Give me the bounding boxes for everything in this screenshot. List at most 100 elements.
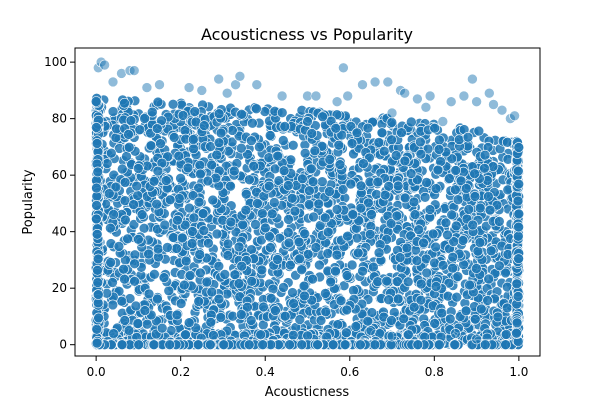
data-point: [134, 124, 146, 135]
data-point: [272, 254, 283, 265]
data-point: [119, 177, 131, 188]
data-point: [91, 200, 102, 211]
x-tick-label: 0.8: [425, 365, 444, 379]
data-point: [479, 149, 491, 161]
data-point: [386, 107, 398, 119]
data-point: [156, 322, 168, 334]
x-tick-label: 0.4: [256, 365, 275, 379]
data-point: [119, 97, 130, 109]
data-point: [236, 309, 247, 320]
data-point: [128, 219, 140, 230]
data-point: [251, 103, 262, 114]
data-point: [187, 226, 198, 237]
data-point: [129, 249, 141, 261]
data-point: [483, 273, 495, 285]
data-point: [362, 122, 374, 134]
data-point: [462, 132, 474, 143]
data-point: [206, 159, 217, 171]
data-point: [484, 204, 496, 216]
data-point: [411, 255, 423, 267]
data-point: [437, 116, 449, 127]
data-point: [496, 104, 508, 116]
data-point: [91, 337, 103, 349]
data-point: [412, 93, 423, 105]
data-point: [233, 241, 245, 253]
y-tick-label: 60: [52, 168, 67, 182]
data-point: [469, 168, 480, 179]
data-point: [333, 139, 345, 151]
data-point: [386, 330, 398, 342]
data-point: [399, 192, 411, 204]
data-point: [415, 148, 427, 160]
data-point: [373, 247, 385, 258]
data-point: [351, 127, 363, 139]
data-point: [391, 210, 403, 222]
data-point: [365, 325, 377, 336]
data-point: [225, 180, 236, 192]
data-point: [277, 135, 289, 146]
data-point: [101, 158, 113, 169]
data-point: [346, 259, 358, 271]
data-point: [250, 219, 261, 230]
x-axis-label: Acousticness: [265, 385, 350, 400]
data-point: [286, 193, 298, 204]
data-point: [335, 295, 347, 307]
data-point: [276, 107, 288, 118]
data-point: [203, 237, 214, 249]
data-point: [330, 123, 342, 134]
data-point: [341, 304, 353, 316]
data-point: [327, 339, 339, 351]
data-point: [92, 166, 104, 178]
data-point: [133, 339, 144, 351]
data-point: [509, 110, 520, 122]
data-point: [219, 269, 231, 280]
data-point: [324, 154, 336, 165]
data-point: [175, 173, 186, 184]
data-point: [233, 278, 245, 289]
data-point: [479, 339, 491, 351]
data-point: [467, 219, 479, 231]
data-point: [138, 223, 150, 234]
data-point: [193, 196, 205, 208]
data-point: [222, 250, 234, 261]
data-point: [458, 90, 470, 102]
data-point: [460, 183, 472, 194]
data-point: [93, 289, 104, 300]
data-point: [396, 127, 407, 138]
data-point: [392, 276, 403, 287]
data-point: [106, 147, 117, 159]
data-point: [513, 253, 524, 265]
data-point: [299, 290, 310, 302]
data-point: [155, 138, 166, 149]
data-point: [358, 158, 369, 169]
data-point: [471, 333, 482, 345]
data-point: [213, 137, 225, 148]
data-point: [385, 218, 397, 229]
data-point: [467, 73, 478, 85]
data-point: [415, 136, 426, 148]
data-point: [513, 221, 524, 233]
data-point: [129, 275, 140, 287]
data-point: [206, 286, 218, 298]
data-point: [512, 291, 524, 302]
data-point: [355, 180, 367, 192]
data-point: [189, 106, 201, 117]
data-point: [187, 190, 199, 201]
data-point: [229, 269, 241, 281]
data-point: [420, 102, 432, 113]
data-point: [513, 208, 525, 220]
data-point: [500, 329, 512, 340]
data-point: [164, 194, 176, 206]
data-point: [399, 155, 411, 167]
data-point: [147, 106, 158, 118]
data-point: [474, 202, 486, 214]
data-point: [148, 339, 160, 351]
data-point: [424, 90, 436, 102]
data-point: [141, 82, 153, 93]
data-point: [293, 236, 305, 248]
data-point: [383, 294, 395, 306]
data-point: [268, 197, 280, 208]
data-point: [188, 134, 199, 145]
data-point: [394, 252, 406, 263]
